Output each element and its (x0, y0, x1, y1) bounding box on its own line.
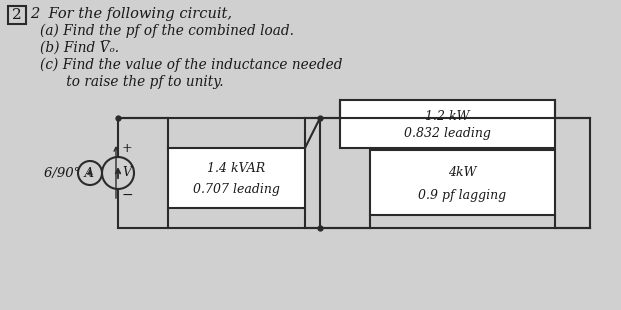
Text: −: − (122, 188, 134, 202)
Bar (8, 6, 26, 24)
Text: to raise the pf to unity.: to raise the pf to unity. (40, 75, 224, 89)
Bar (370, 150, 555, 215)
Text: 4kW: 4kW (448, 166, 477, 179)
Text: 2  For the following circuit,: 2 For the following circuit, (30, 7, 232, 21)
Text: (a) Find the pf of the combined load.: (a) Find the pf of the combined load. (40, 24, 294, 38)
Text: (b) Find V̅ₒ.: (b) Find V̅ₒ. (40, 41, 119, 55)
Bar (340, 100, 555, 148)
Text: 1.4 kVAR: 1.4 kVAR (207, 162, 266, 175)
Text: 0.832 leading: 0.832 leading (404, 127, 491, 140)
Text: V: V (122, 166, 131, 179)
Text: (c) Find the value of the inductance needed: (c) Find the value of the inductance nee… (40, 58, 343, 73)
Bar (168, 148, 305, 208)
Text: 2: 2 (12, 8, 22, 22)
Text: 1.2 kW: 1.2 kW (425, 110, 469, 123)
Text: +: + (122, 143, 133, 156)
Text: 0.9 pf lagging: 0.9 pf lagging (419, 189, 507, 202)
Text: 0.707 leading: 0.707 leading (193, 184, 280, 197)
Text: 6/90° A: 6/90° A (44, 166, 94, 179)
